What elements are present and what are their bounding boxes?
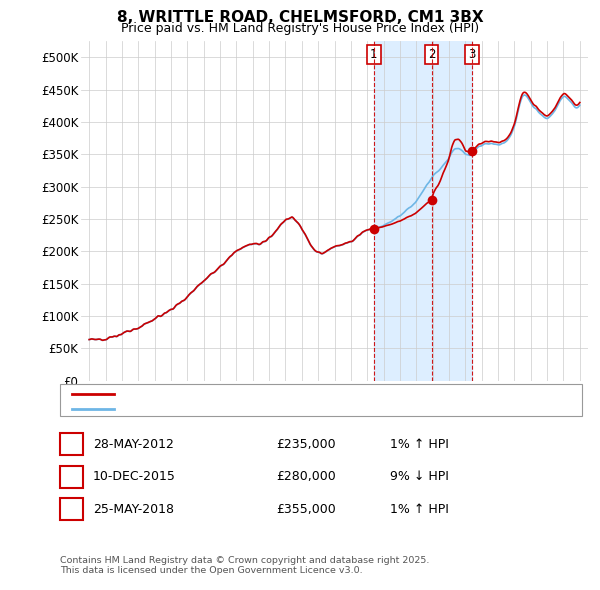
- Text: £355,000: £355,000: [276, 503, 336, 516]
- Bar: [374, 41, 472, 381]
- Text: 8, WRITTLE ROAD, CHELMSFORD, CM1 3BX: 8, WRITTLE ROAD, CHELMSFORD, CM1 3BX: [116, 10, 484, 25]
- Text: 1: 1: [67, 438, 76, 451]
- Text: 1: 1: [370, 48, 377, 61]
- Text: 1% ↑ HPI: 1% ↑ HPI: [390, 438, 449, 451]
- Text: 2: 2: [428, 48, 436, 61]
- Text: 1% ↑ HPI: 1% ↑ HPI: [390, 503, 449, 516]
- Text: £280,000: £280,000: [276, 470, 336, 483]
- Text: 9% ↓ HPI: 9% ↓ HPI: [390, 470, 449, 483]
- Text: Contains HM Land Registry data © Crown copyright and database right 2025.
This d: Contains HM Land Registry data © Crown c…: [60, 556, 430, 575]
- Text: 8, WRITTLE ROAD, CHELMSFORD, CM1 3BX (semi-detached house): 8, WRITTLE ROAD, CHELMSFORD, CM1 3BX (se…: [120, 389, 493, 399]
- Text: 10-DEC-2015: 10-DEC-2015: [93, 470, 176, 483]
- Text: £235,000: £235,000: [276, 438, 335, 451]
- Text: 28-MAY-2012: 28-MAY-2012: [93, 438, 174, 451]
- Text: HPI: Average price, semi-detached house, Chelmsford: HPI: Average price, semi-detached house,…: [120, 404, 421, 414]
- Text: 2: 2: [67, 470, 76, 483]
- Text: 3: 3: [67, 503, 76, 516]
- Text: 25-MAY-2018: 25-MAY-2018: [93, 503, 174, 516]
- Text: Price paid vs. HM Land Registry's House Price Index (HPI): Price paid vs. HM Land Registry's House …: [121, 22, 479, 35]
- Text: 3: 3: [468, 48, 476, 61]
